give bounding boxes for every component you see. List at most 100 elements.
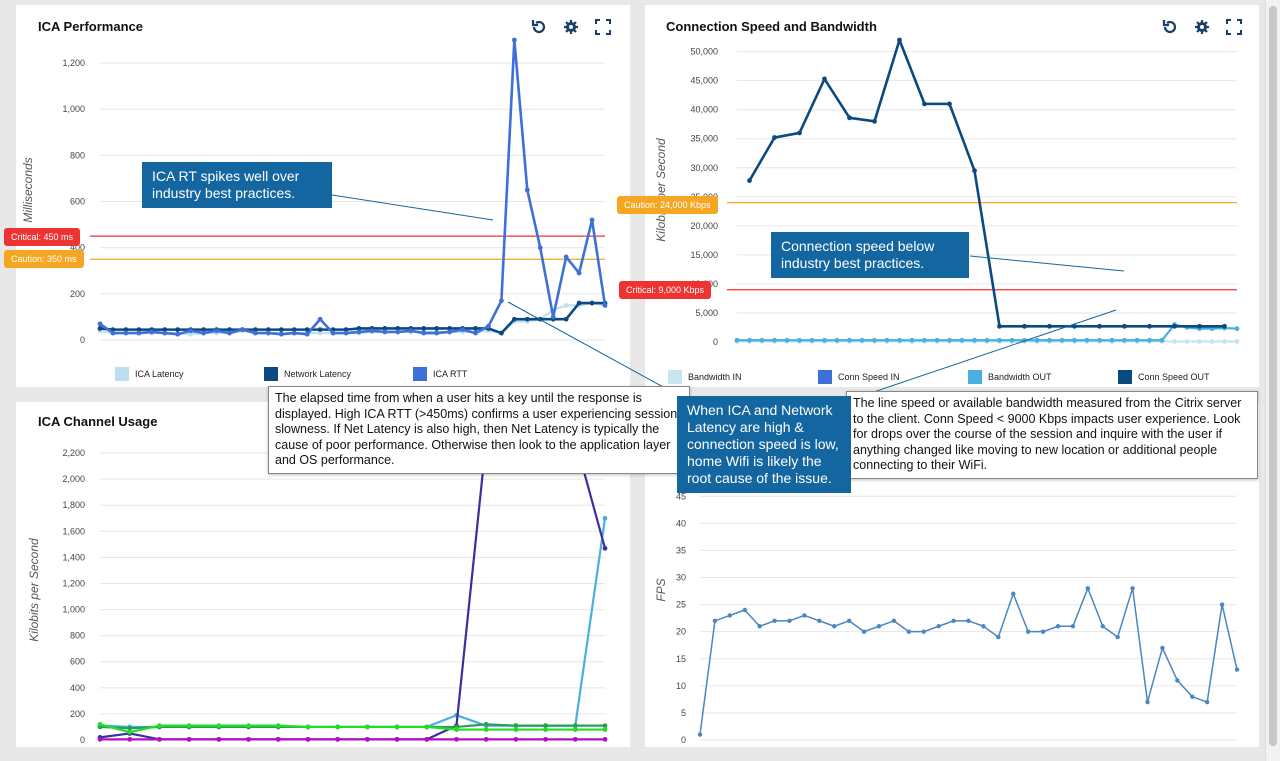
legend-ica-rtt[interactable]: ICA RTT xyxy=(413,367,467,381)
y-tick-label: 35 xyxy=(676,545,686,555)
data-point xyxy=(499,298,504,304)
y-tick-label: 1,200 xyxy=(62,58,85,68)
data-point xyxy=(897,337,902,343)
data-point xyxy=(524,187,530,193)
data-point xyxy=(897,37,902,43)
data-point xyxy=(335,736,341,742)
data-point xyxy=(1134,337,1140,343)
data-point xyxy=(162,330,168,336)
y-tick-label: 1,600 xyxy=(62,526,85,536)
gear-icon[interactable] xyxy=(561,17,581,37)
caution-threshold-label: Caution: 24,000 Kbps xyxy=(617,196,718,214)
data-point xyxy=(157,723,162,729)
data-point xyxy=(891,618,897,624)
caution-threshold-label: Caution: 350 ms xyxy=(4,250,84,268)
data-point xyxy=(846,618,852,624)
data-point xyxy=(543,736,548,742)
legend-network-latency[interactable]: Network Latency xyxy=(264,367,351,381)
data-point xyxy=(369,328,375,334)
data-point xyxy=(747,178,752,183)
panel-title: ICA Channel Usage xyxy=(38,414,158,429)
y-tick-label: 15 xyxy=(676,654,686,664)
y-tick-label: 1,800 xyxy=(62,500,85,510)
data-point xyxy=(1097,337,1102,343)
data-point xyxy=(787,618,792,624)
y-axis-label: FPS xyxy=(654,578,668,601)
y-tick-label: 0 xyxy=(713,337,718,347)
refresh-icon[interactable] xyxy=(529,17,549,37)
y-tick-label: 10 xyxy=(676,681,686,691)
data-point xyxy=(265,327,271,333)
data-point xyxy=(576,300,582,306)
refresh-icon[interactable] xyxy=(1160,17,1180,37)
data-point xyxy=(972,168,977,174)
legend-conn-speed-out[interactable]: Conn Speed OUT xyxy=(1118,370,1210,384)
data-point xyxy=(1172,339,1177,344)
data-point xyxy=(127,736,133,742)
legend-ica-latency[interactable]: ICA Latency xyxy=(115,367,184,381)
data-point xyxy=(110,330,116,336)
legend-label: Conn Speed OUT xyxy=(1138,372,1210,382)
data-point xyxy=(809,337,815,343)
series-line xyxy=(99,723,605,734)
y-tick-label: 45 xyxy=(676,491,686,501)
data-point xyxy=(951,618,956,624)
data-point xyxy=(1222,323,1227,329)
data-point xyxy=(797,337,802,343)
data-point xyxy=(246,736,251,742)
data-point xyxy=(997,323,1002,329)
legend-swatch xyxy=(968,370,982,384)
scrollbar-thumb[interactable] xyxy=(1269,6,1277,746)
data-point xyxy=(97,721,103,727)
data-point xyxy=(201,327,206,333)
data-point xyxy=(981,624,986,629)
data-point xyxy=(335,724,341,730)
y-tick-label: 600 xyxy=(70,197,85,207)
data-point xyxy=(602,736,608,742)
legend-bandwidth-out[interactable]: Bandwidth OUT xyxy=(968,370,1052,384)
data-point xyxy=(395,329,401,335)
data-point xyxy=(265,330,271,336)
y-tick-label: 400 xyxy=(70,683,85,693)
data-point xyxy=(395,326,401,331)
data-point xyxy=(201,330,206,336)
data-point xyxy=(473,326,478,331)
data-point xyxy=(275,736,281,742)
data-point xyxy=(1022,323,1027,329)
legend-conn-speed-in[interactable]: Conn Speed IN xyxy=(818,370,900,384)
y-tick-label: 800 xyxy=(70,150,85,160)
y-axis-label: Milliseconds xyxy=(21,157,35,222)
data-point xyxy=(537,316,543,322)
data-point xyxy=(421,330,427,336)
data-point xyxy=(188,331,194,337)
data-point xyxy=(759,337,765,343)
legend-swatch xyxy=(1118,370,1132,384)
data-point xyxy=(1059,337,1065,343)
data-point xyxy=(563,302,569,308)
y-tick-label: 40 xyxy=(676,518,686,528)
expand-icon[interactable] xyxy=(593,17,613,37)
data-point xyxy=(1147,323,1152,329)
y-tick-label: 400 xyxy=(70,243,85,253)
data-point xyxy=(511,316,517,322)
data-point xyxy=(343,327,349,333)
y-tick-label: 0 xyxy=(80,735,85,745)
data-point xyxy=(483,736,489,742)
data-point xyxy=(175,331,181,337)
vertical-scrollbar[interactable] xyxy=(1265,0,1280,761)
gear-icon[interactable] xyxy=(1192,17,1212,37)
data-point xyxy=(278,327,284,333)
data-point xyxy=(589,300,595,306)
data-point xyxy=(602,302,608,308)
data-point xyxy=(727,613,733,618)
data-point xyxy=(872,118,877,124)
data-point xyxy=(216,723,222,729)
data-point xyxy=(602,545,608,551)
data-point xyxy=(305,736,311,742)
legend-bandwidth-in[interactable]: Bandwidth IN xyxy=(668,370,742,384)
data-point xyxy=(1190,694,1195,699)
y-tick-label: 45,000 xyxy=(690,76,718,86)
data-point xyxy=(1047,323,1052,329)
expand-icon[interactable] xyxy=(1224,17,1244,37)
y-tick-label: 30 xyxy=(676,573,686,583)
